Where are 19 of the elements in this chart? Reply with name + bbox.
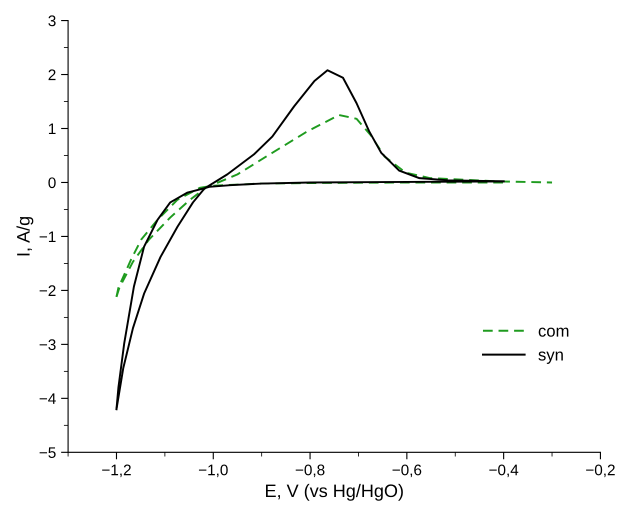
y-tick-label: 0: [48, 177, 56, 188]
x-tick-label: −0,2: [586, 464, 615, 478]
y-tick-label: −5: [40, 447, 56, 458]
y-tick-label: 3: [48, 15, 56, 26]
legend-label: com: [538, 328, 568, 337]
x-tick-label: −0,6: [392, 464, 422, 478]
x-tick-label: −0,4: [489, 464, 518, 478]
x-tick-label: −1,2: [102, 464, 131, 478]
y-axis-title: I, A/g: [16, 217, 34, 256]
y-tick-label: −2: [40, 285, 56, 296]
y-tick-label: −4: [40, 393, 56, 404]
y-tick-label: −1: [40, 231, 56, 242]
x-tick-label: −1,0: [198, 464, 228, 478]
y-tick-label: 1: [48, 124, 56, 134]
x-axis-title: E, V (vs Hg/HgO): [266, 484, 403, 501]
y-tick-label: 2: [48, 69, 56, 80]
y-tick-label: −3: [40, 339, 56, 350]
legend-label: syn: [538, 351, 563, 364]
x-tick-label: −0,8: [296, 464, 324, 478]
